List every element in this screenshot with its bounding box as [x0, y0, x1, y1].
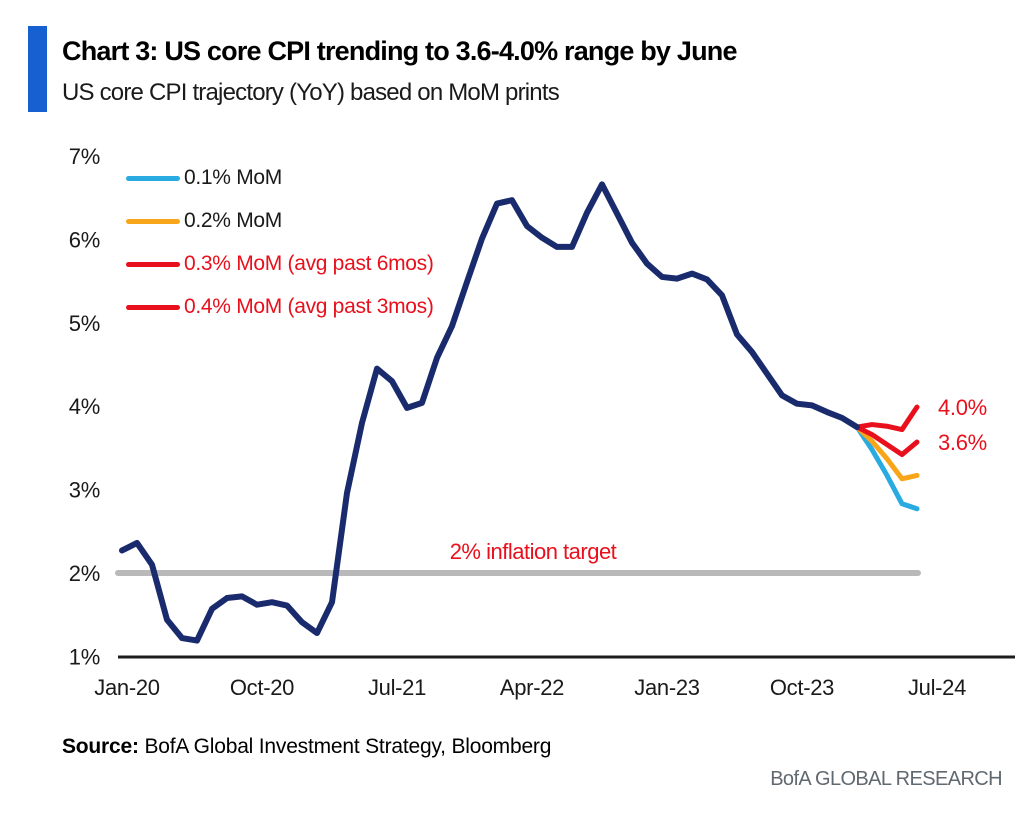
series-line-proj-0-1-mom	[854, 424, 920, 512]
series-line-proj-0-3-mom	[854, 424, 920, 458]
source-label: Source:	[62, 735, 139, 758]
x-tick-label-jan-23: Jan-23	[634, 675, 700, 700]
legend-swatch-0-3-mom-avg-past-6mos	[126, 261, 180, 267]
legend-label-0-3-mom-avg-past-6mos: 0.3% MoM (avg past 6mos)	[184, 252, 434, 275]
legend-swatch-0-1-mom	[126, 175, 180, 181]
x-tick-label-oct-20: Oct-20	[230, 675, 294, 700]
x-tick-label-jul-24: Jul-24	[908, 675, 966, 700]
legend-label-0-2-mom: 0.2% MoM	[184, 209, 282, 232]
legend-item-0-1-mom: 0.1% MoM	[126, 166, 434, 190]
y-tick-label-5pct: 5%	[69, 311, 100, 336]
legend-item-0-2-mom: 0.2% MoM	[126, 209, 434, 233]
inflation-target-label: 2% inflation target	[450, 539, 617, 564]
y-tick-label-3pct: 3%	[69, 478, 100, 503]
legend-swatch-0-4-mom-avg-past-3mos	[126, 304, 180, 310]
legend-swatch-0-2-mom	[126, 218, 180, 224]
series-line-proj-0-2-mom	[854, 424, 920, 482]
end-label-3-6: 3.6%	[938, 430, 987, 455]
y-tick-label-1pct: 1%	[69, 644, 100, 669]
x-tick-label-jul-21: Jul-21	[368, 675, 426, 700]
source-text: BofA Global Investment Strategy, Bloombe…	[144, 735, 552, 758]
bofa-global-research-label: BofA GLOBAL RESEARCH	[770, 768, 1002, 790]
chart-title: Chart 3: US core CPI trending to 3.6-4.0…	[62, 36, 737, 66]
accent-bar	[28, 26, 47, 112]
series-line-actual	[119, 181, 860, 644]
series-line-proj-0-4-mom	[854, 404, 920, 433]
y-tick-label-7pct: 7%	[69, 144, 100, 169]
x-tick-label-oct-23: Oct-23	[770, 675, 834, 700]
chart-legend: 0.1% MoM 0.2% MoM 0.3% MoM (avg past 6mos)…	[126, 166, 434, 319]
legend-label-0-4-mom-avg-past-3mos: 0.4% MoM (avg past 3mos)	[184, 295, 434, 318]
x-tick-label-apr-22: Apr-22	[500, 675, 564, 700]
y-tick-label-6pct: 6%	[69, 227, 100, 252]
y-tick-label-4pct: 4%	[69, 394, 100, 419]
end-label-4-0: 4.0%	[938, 395, 987, 420]
legend-label-0-1-mom: 0.1% MoM	[184, 166, 282, 189]
chart-subtitle: US core CPI trajectory (YoY) based on Mo…	[62, 79, 560, 106]
legend-item-0-4-mom-avg-past-3mos: 0.4% MoM (avg past 3mos)	[126, 295, 434, 319]
x-tick-label-jan-20: Jan-20	[94, 675, 160, 700]
legend-item-0-3-mom-avg-past-6mos: 0.3% MoM (avg past 6mos)	[126, 252, 434, 276]
source-line: Source: BofA Global Investment Strategy,…	[62, 735, 551, 759]
y-tick-label-2pct: 2%	[69, 561, 100, 586]
